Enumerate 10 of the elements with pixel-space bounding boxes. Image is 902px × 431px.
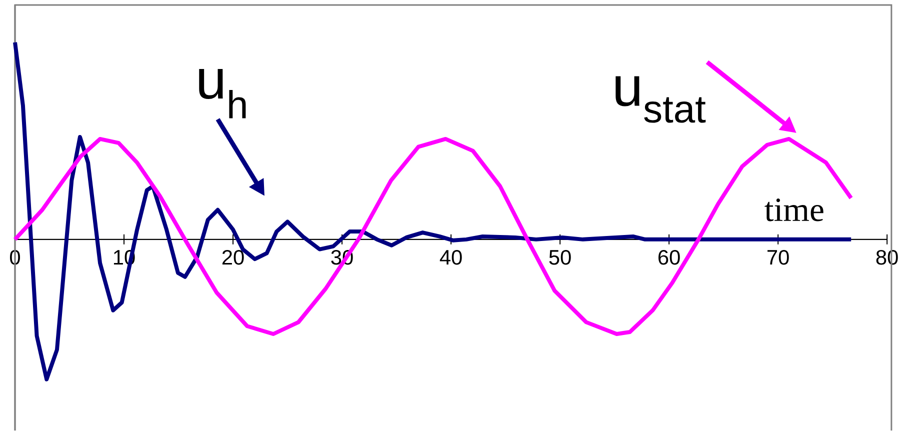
- x-tick-label: 80: [876, 250, 898, 265]
- x-axis-title: time: [764, 198, 824, 222]
- x-tick-label: 0: [10, 250, 20, 265]
- series-label: u$_{h}$: [199, 68, 246, 118]
- x-tick-label: 70: [768, 250, 789, 265]
- legend-label: u$_{stat}$: [616, 76, 706, 123]
- x-tick-label: 60: [658, 250, 680, 265]
- x-tick-label: 50: [549, 250, 571, 265]
- x-tick-label: 40: [440, 250, 462, 265]
- x-tick-label: 20: [222, 250, 244, 265]
